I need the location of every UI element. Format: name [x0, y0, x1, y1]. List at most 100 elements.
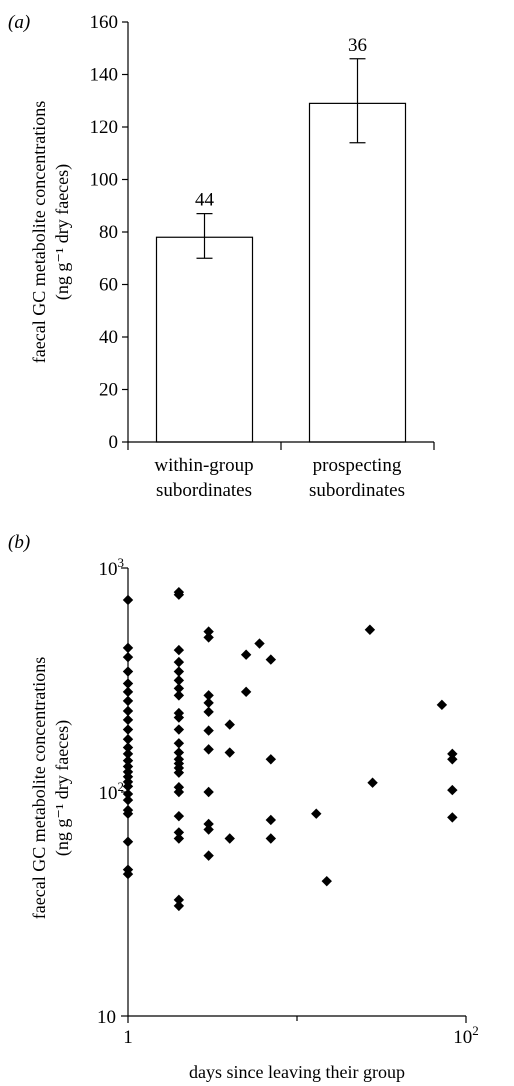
panel-b-data-point — [224, 833, 235, 844]
panel-b-data-point — [173, 589, 185, 600]
panel-b-data-point — [122, 695, 134, 707]
panel-a-y-tick-label: 80 — [99, 222, 118, 243]
panel-a-y-tick-label: 20 — [99, 380, 118, 401]
panel-b-data-point — [122, 742, 134, 753]
panel-b-data-point — [173, 827, 185, 838]
panel-b-data-point — [203, 632, 214, 643]
panel-a-y-tick-label: 120 — [90, 117, 119, 138]
panel-a-bar — [308, 102, 407, 443]
panel-b-x-tick-label: 1 — [123, 1027, 133, 1048]
panel-b-data-point — [203, 824, 214, 835]
panel-b-data-point — [122, 705, 134, 717]
panel-b-data-point — [122, 734, 134, 745]
panel-b-data-point — [203, 690, 214, 701]
panel-a-y-tick-label: 100 — [90, 170, 119, 191]
panel-b-data-point — [122, 651, 134, 663]
panel-b-data-point — [122, 808, 134, 819]
panel-a-data-label: 44 — [195, 190, 215, 211]
panel-b-data-point — [122, 714, 134, 726]
panel-b-data-point — [224, 719, 235, 730]
panel-b-data-point — [122, 748, 134, 760]
panel-b-y-axis-title-line1: faecal GC metabolite concentrations — [29, 657, 49, 919]
panel-b-data-point — [203, 818, 214, 830]
panel-a-bars — [155, 102, 407, 443]
panel-b-data-point — [240, 649, 252, 660]
panel-b-data-point — [173, 833, 185, 844]
panel-b-data-point — [203, 850, 214, 861]
panel-a-y-tick-label: 40 — [99, 327, 118, 348]
panel-b-data-point — [173, 666, 185, 677]
panel-b-data-point — [122, 678, 134, 689]
panel-b-y-axis-title-line2: (ng g⁻¹ dry faeces) — [52, 720, 73, 856]
panel-b-data-point — [436, 699, 448, 711]
panel-b-y-tick-label: 103 — [99, 555, 125, 580]
panel-b-data-point — [254, 638, 265, 649]
panel-b-data-point — [364, 624, 376, 635]
panel-b-y-axis: 10 102 103 — [97, 555, 128, 1028]
panel-b-data-point — [122, 642, 134, 654]
panel-b-data-point — [173, 656, 185, 668]
panel-b-data-point — [447, 812, 458, 823]
panel-a-y-axis-title-line2: (ng g⁻¹ dry faeces) — [52, 164, 73, 300]
panel-b-data-point — [122, 788, 134, 800]
panel-b-data-point — [122, 868, 134, 880]
panel-b-data-point — [173, 712, 185, 723]
panel-b-data-point — [367, 777, 378, 788]
panel-a: (a) faecal GC metabolite concentrations … — [8, 12, 435, 501]
panel-b-y-tick-label: 10 — [97, 1007, 116, 1028]
panel-b-data-point — [173, 724, 185, 735]
panel-b-data-point — [203, 626, 214, 637]
panel-b-data-point — [173, 894, 185, 906]
panel-a-error-bars — [196, 58, 366, 259]
panel-b-data-point — [173, 644, 185, 656]
panel-b-data-point — [122, 836, 134, 847]
panel-b-data-point — [122, 794, 134, 806]
panel-a-y-tick-label: 140 — [90, 65, 119, 86]
panel-a-bar — [155, 236, 254, 443]
panel-b-data-point — [173, 810, 185, 822]
panel-a-category-label-1b: subordinates — [156, 480, 252, 501]
panel-b-data-point — [203, 744, 214, 755]
panel-a-y-tick-label: 160 — [90, 12, 119, 33]
panel-b: (b) faecal GC metabolite concentrations … — [8, 532, 479, 1082]
panel-a-category-label-1a: within-group — [154, 455, 253, 476]
panel-b-data-point — [447, 784, 458, 796]
panel-b-data-point — [173, 675, 185, 686]
panel-b-data-point — [173, 767, 185, 778]
panel-b-data-point — [173, 738, 185, 749]
panel-b-data-point — [265, 654, 277, 665]
panel-b-x-axis: 1 102 — [123, 1016, 479, 1048]
panel-b-data-point — [173, 747, 185, 758]
panel-b-data-point — [224, 747, 235, 758]
panel-a-data-labels: 44 36 — [195, 35, 367, 211]
panel-a-y-tick-label: 0 — [109, 432, 119, 453]
panel-b-data-point — [203, 697, 214, 709]
panel-b-data-point — [203, 706, 214, 718]
panel-b-data-point — [173, 786, 185, 798]
panel-b-data-point — [240, 686, 252, 698]
panel-b-data-point — [321, 875, 332, 887]
panel-b-data-point — [265, 833, 277, 844]
panel-b-x-axis-title: days since leaving their group — [189, 1062, 405, 1082]
panel-a-y-axis-title-line1: faecal GC metabolite concentrations — [29, 101, 49, 363]
panel-b-data-point — [203, 725, 214, 736]
panel-b-data-point — [173, 683, 185, 694]
panel-b-data-point — [173, 900, 185, 912]
panel-a-y-tick-label: 60 — [99, 275, 118, 296]
panel-a-data-label: 36 — [348, 35, 367, 56]
panel-b-data-point — [122, 686, 134, 698]
panel-b-data-point — [173, 690, 185, 701]
panel-b-data-point — [311, 808, 322, 819]
panel-b-data-point — [265, 754, 277, 765]
panel-b-y-tick-label: 102 — [99, 779, 125, 804]
panel-b-data-point — [122, 781, 134, 792]
panel-b-data-point — [122, 761, 134, 772]
panel-b-x-tick-label: 102 — [453, 1023, 479, 1048]
panel-b-data-point — [203, 786, 214, 798]
panel-a-category-label-2a: prospecting — [313, 455, 402, 476]
panel-b-data-point — [122, 594, 134, 606]
panel-b-data-point — [447, 748, 458, 760]
panel-b-data-point — [265, 814, 277, 826]
panel-b-data-point — [447, 754, 458, 765]
